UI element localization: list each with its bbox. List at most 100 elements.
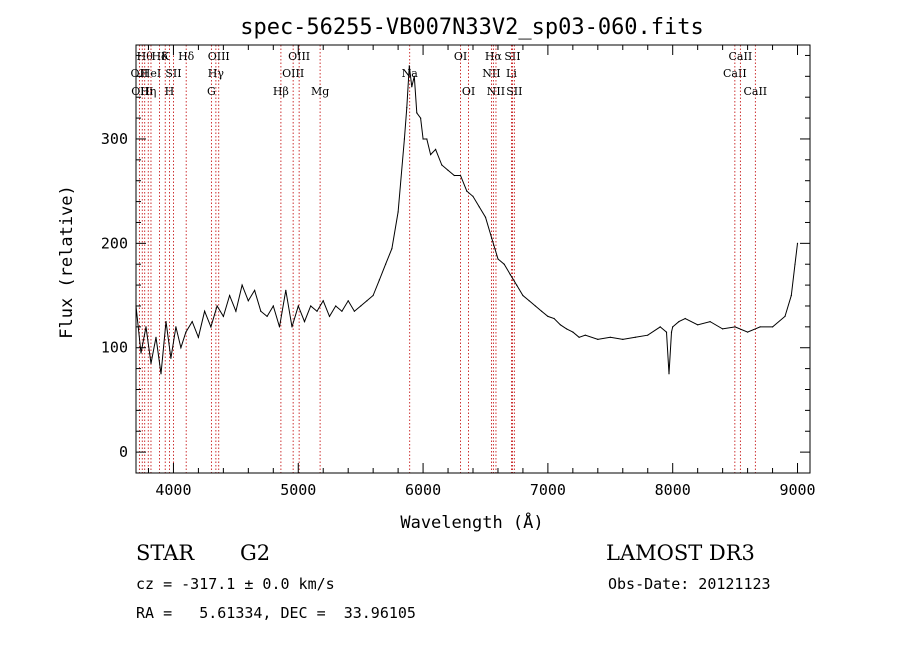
data-point-0-77 xyxy=(572,331,574,333)
spectral-line-label-4: HeI xyxy=(141,67,161,80)
data-point-0-80 xyxy=(597,338,599,340)
spectral-line-label-24: SII xyxy=(504,50,520,63)
data-point-0-28 xyxy=(297,305,299,307)
y-tick-label-0: 0 xyxy=(119,443,128,461)
spectral-line-label-18: OI xyxy=(454,50,467,63)
x-axis-label: Wavelength (Å) xyxy=(400,511,543,533)
data-point-0-42 xyxy=(385,263,387,265)
data-point-0-61 xyxy=(472,195,474,197)
data-point-0-46 xyxy=(406,107,408,109)
data-point-0-99 xyxy=(784,315,786,317)
x-tick-label-3: 7000 xyxy=(530,481,566,499)
data-point-0-100 xyxy=(790,294,792,297)
data-point-0-31 xyxy=(316,310,318,312)
data-point-0-43 xyxy=(391,248,393,250)
data-point-0-75 xyxy=(559,324,562,326)
spectral-line-label-22: NII xyxy=(487,85,505,98)
data-point-0-65 xyxy=(497,258,499,260)
data-point-0-3 xyxy=(150,362,152,364)
data-point-0-50 xyxy=(416,112,418,114)
spectral-line-label-6: K xyxy=(161,50,170,63)
x-tick-label-0: 4000 xyxy=(155,481,191,499)
data-point-0-102 xyxy=(796,242,799,244)
data-point-0-92 xyxy=(697,324,699,326)
data-point-0-36 xyxy=(347,300,349,302)
data-point-0-9 xyxy=(180,347,182,349)
data-point-0-67 xyxy=(509,274,511,276)
spectral-line-label-13: Hβ xyxy=(273,85,289,98)
data-point-0-73 xyxy=(547,315,549,317)
data-point-0-8 xyxy=(175,326,177,328)
data-point-0-27 xyxy=(291,326,293,328)
data-point-0-91 xyxy=(684,317,686,320)
data-point-0-17 xyxy=(229,294,231,297)
spectral-line-label-16: Mg xyxy=(311,85,329,98)
data-point-0-57 xyxy=(447,169,449,171)
data-point-0-54 xyxy=(430,154,432,156)
data-point-0-66 xyxy=(503,263,505,265)
data-point-0-22 xyxy=(260,310,262,312)
data-point-0-20 xyxy=(247,300,249,302)
data-point-0-85 xyxy=(659,326,661,328)
data-point-0-29 xyxy=(303,321,306,323)
data-point-0-56 xyxy=(441,164,443,166)
x-tick-label-5: 9000 xyxy=(779,481,815,499)
data-point-0-71 xyxy=(534,305,537,307)
data-point-0-97 xyxy=(759,326,761,328)
data-point-0-83 xyxy=(634,336,636,338)
data-point-0-4 xyxy=(155,336,157,338)
data-point-0-52 xyxy=(422,138,424,140)
data-point-0-76 xyxy=(566,328,568,330)
y-axis: 0 100 200 300 xyxy=(101,54,810,474)
spectral-line-label-14: OIII xyxy=(282,67,304,80)
data-point-0-2 xyxy=(145,326,147,328)
data-point-0-47 xyxy=(408,65,410,67)
x-axis: 4000 5000 6000 7000 8000 9000 xyxy=(147,45,816,499)
spectral-line-label-21: Hα xyxy=(485,50,503,63)
data-point-0-70 xyxy=(528,300,530,302)
data-point-0-45 xyxy=(403,138,405,140)
data-point-0-101 xyxy=(794,263,796,265)
spectral-line-label-8: SII xyxy=(165,67,181,80)
data-point-0-68 xyxy=(516,284,518,286)
y-tick-label-3: 300 xyxy=(101,130,128,148)
data-point-0-48 xyxy=(411,86,413,88)
object-class: STAR xyxy=(136,541,195,565)
obs-date: Obs-Date: 20121123 xyxy=(608,575,771,593)
x-tick-label-1: 5000 xyxy=(280,481,316,499)
data-point-0-93 xyxy=(709,321,711,323)
data-point-0-81 xyxy=(609,336,611,338)
data-point-0-62 xyxy=(478,206,480,208)
data-point-0-16 xyxy=(222,315,224,317)
spectral-line-label-10: G xyxy=(207,85,216,98)
data-point-0-58 xyxy=(453,174,455,177)
data-point-0-55 xyxy=(435,148,437,150)
spectral-line-label-15: OIII xyxy=(288,50,310,63)
data-point-0-34 xyxy=(335,305,337,307)
data-point-0-39 xyxy=(366,300,368,302)
data-point-0-14 xyxy=(210,326,212,328)
data-point-0-51 xyxy=(420,117,422,119)
spectral-line-label-2: Hθ xyxy=(137,50,154,63)
y-tick-label-1: 100 xyxy=(101,339,128,357)
data-point-0-53 xyxy=(426,138,428,140)
data-point-0-84 xyxy=(647,334,649,336)
spectral-line-label-27: CaII xyxy=(729,50,753,63)
spectral-line-label-28: CaII xyxy=(743,85,767,98)
x-tick-label-4: 8000 xyxy=(655,481,691,499)
plot-frame xyxy=(135,44,811,474)
data-point-0-78 xyxy=(578,336,580,338)
data-point-0-96 xyxy=(747,331,749,333)
chart-title: spec-56255-VB007N33V2_sp03-060.fits xyxy=(240,15,704,40)
data-point-0-21 xyxy=(254,289,256,291)
data-point-0-32 xyxy=(322,300,324,302)
data-point-0-40 xyxy=(372,294,374,297)
data-point-0-59 xyxy=(459,174,462,177)
spectral-line-label-19: OI xyxy=(462,85,475,98)
spectral-line-label-1: OIII xyxy=(131,85,153,98)
data-point-0-72 xyxy=(541,310,543,312)
spectral-line-label-5: Hδ xyxy=(151,50,168,63)
data-point-0-15 xyxy=(216,305,218,307)
